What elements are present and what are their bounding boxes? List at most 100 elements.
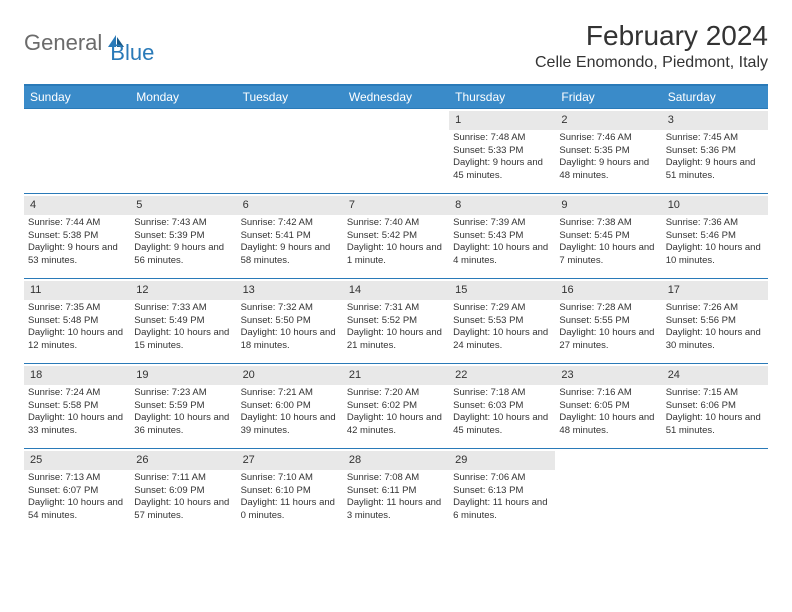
day-cell: 1 Sunrise: 7:48 AMSunset: 5:33 PMDaylight…: [449, 109, 555, 193]
day-info: Sunrise: 7:43 AMSunset: 5:39 PMDaylight:…: [134, 217, 232, 268]
week-row: 1 Sunrise: 7:48 AMSunset: 5:33 PMDaylight…: [24, 108, 768, 193]
month-title: February 2024: [535, 20, 768, 52]
day-cell: 28 Sunrise: 7:08 AMSunset: 6:11 PMDayligh…: [343, 449, 449, 533]
day-cell: 14 Sunrise: 7:31 AMSunset: 5:52 PMDayligh…: [343, 279, 449, 363]
day-number: 1: [455, 114, 461, 126]
day-info: Sunrise: 7:06 AMSunset: 6:13 PMDaylight:…: [453, 472, 551, 523]
day-number-row: 12: [130, 281, 236, 300]
day-number-row: 25: [24, 451, 130, 470]
day-info: Sunrise: 7:29 AMSunset: 5:53 PMDaylight:…: [453, 302, 551, 353]
day-cell: [24, 109, 130, 193]
day-cell: 12 Sunrise: 7:33 AMSunset: 5:49 PMDayligh…: [130, 279, 236, 363]
day-number-row: 28: [343, 451, 449, 470]
day-number-row: 5: [130, 196, 236, 215]
day-number: 10: [668, 199, 680, 211]
logo: General Blue: [24, 20, 154, 66]
day-number: 13: [243, 284, 255, 296]
day-number: 21: [349, 369, 361, 381]
day-info: Sunrise: 7:16 AMSunset: 6:05 PMDaylight:…: [559, 387, 657, 438]
day-header: Sunday: [24, 86, 130, 108]
day-header: Monday: [130, 86, 236, 108]
header: General Blue February 2024 Celle Enomond…: [24, 20, 768, 72]
day-info: Sunrise: 7:18 AMSunset: 6:03 PMDaylight:…: [453, 387, 551, 438]
day-info: Sunrise: 7:39 AMSunset: 5:43 PMDaylight:…: [453, 217, 551, 268]
day-number: 28: [349, 454, 361, 466]
day-number-row: 16: [555, 281, 661, 300]
day-number-row: 14: [343, 281, 449, 300]
day-info: Sunrise: 7:24 AMSunset: 5:58 PMDaylight:…: [28, 387, 126, 438]
logo-text-general: General: [24, 30, 102, 56]
day-cell: 8 Sunrise: 7:39 AMSunset: 5:43 PMDaylight…: [449, 194, 555, 278]
day-info: Sunrise: 7:48 AMSunset: 5:33 PMDaylight:…: [453, 132, 551, 183]
day-number: 12: [136, 284, 148, 296]
day-number: 17: [668, 284, 680, 296]
day-number: 7: [349, 199, 355, 211]
logo-text-blue: Blue: [110, 40, 154, 66]
day-cell: 15 Sunrise: 7:29 AMSunset: 5:53 PMDayligh…: [449, 279, 555, 363]
day-number: 27: [243, 454, 255, 466]
day-info: Sunrise: 7:42 AMSunset: 5:41 PMDaylight:…: [241, 217, 339, 268]
day-cell: 16 Sunrise: 7:28 AMSunset: 5:55 PMDayligh…: [555, 279, 661, 363]
week-row: 25Sunrise: 7:13 AMSunset: 6:07 PMDayligh…: [24, 448, 768, 533]
day-number-row: 6: [237, 196, 343, 215]
day-number-row: 19: [130, 366, 236, 385]
day-number: 20: [243, 369, 255, 381]
day-number-row: 9: [555, 196, 661, 215]
day-cell: 27 Sunrise: 7:10 AMSunset: 6:10 PMDayligh…: [237, 449, 343, 533]
day-number-row: 2: [555, 111, 661, 130]
day-cell: 10 Sunrise: 7:36 AMSunset: 5:46 PMDayligh…: [662, 194, 768, 278]
day-info: Sunrise: 7:15 AMSunset: 6:06 PMDaylight:…: [666, 387, 764, 438]
day-number-row: 7: [343, 196, 449, 215]
day-number: 8: [455, 199, 461, 211]
day-number: 5: [136, 199, 142, 211]
day-number-row: 10: [662, 196, 768, 215]
day-cell: 2Sunrise: 7:46 AMSunset: 5:35 PMDaylight…: [555, 109, 661, 193]
day-cell: 21 Sunrise: 7:20 AMSunset: 6:02 PMDayligh…: [343, 364, 449, 448]
day-number-row: 26: [130, 451, 236, 470]
day-cell: 4Sunrise: 7:44 AMSunset: 5:38 PMDaylight…: [24, 194, 130, 278]
day-info: Sunrise: 7:23 AMSunset: 5:59 PMDaylight:…: [134, 387, 232, 438]
day-info: Sunrise: 7:10 AMSunset: 6:10 PMDaylight:…: [241, 472, 339, 523]
day-cell: 29 Sunrise: 7:06 AMSunset: 6:13 PMDayligh…: [449, 449, 555, 533]
day-cell: 5 Sunrise: 7:43 AMSunset: 5:39 PMDaylight…: [130, 194, 236, 278]
day-cell: 6 Sunrise: 7:42 AMSunset: 5:41 PMDaylight…: [237, 194, 343, 278]
day-cell: 23 Sunrise: 7:16 AMSunset: 6:05 PMDayligh…: [555, 364, 661, 448]
day-number-row: 24: [662, 366, 768, 385]
week-row: 18 Sunrise: 7:24 AMSunset: 5:58 PMDayligh…: [24, 363, 768, 448]
day-cell: 7Sunrise: 7:40 AMSunset: 5:42 PMDaylight…: [343, 194, 449, 278]
day-cell: 9Sunrise: 7:38 AMSunset: 5:45 PMDaylight…: [555, 194, 661, 278]
day-cell: 24 Sunrise: 7:15 AMSunset: 6:06 PMDayligh…: [662, 364, 768, 448]
day-info: Sunrise: 7:33 AMSunset: 5:49 PMDaylight:…: [134, 302, 232, 353]
day-cell: 19 Sunrise: 7:23 AMSunset: 5:59 PMDayligh…: [130, 364, 236, 448]
week-row: 11 Sunrise: 7:35 AMSunset: 5:48 PMDayligh…: [24, 278, 768, 363]
day-number: 3: [668, 114, 674, 126]
day-number: 24: [668, 369, 680, 381]
day-number: 15: [455, 284, 467, 296]
day-number-row: 8: [449, 196, 555, 215]
day-number-row: 13: [237, 281, 343, 300]
day-number: 11: [30, 284, 41, 296]
day-info: Sunrise: 7:11 AMSunset: 6:09 PMDaylight:…: [134, 472, 232, 523]
day-info: Sunrise: 7:08 AMSunset: 6:11 PMDaylight:…: [347, 472, 445, 523]
day-info: Sunrise: 7:20 AMSunset: 6:02 PMDaylight:…: [347, 387, 445, 438]
day-number: 19: [136, 369, 148, 381]
day-number-row: 1: [449, 111, 555, 130]
day-number-row: 17: [662, 281, 768, 300]
day-number-row: 4: [24, 196, 130, 215]
day-cell: 17Sunrise: 7:26 AMSunset: 5:56 PMDayligh…: [662, 279, 768, 363]
day-number-row: 23: [555, 366, 661, 385]
day-info: Sunrise: 7:31 AMSunset: 5:52 PMDaylight:…: [347, 302, 445, 353]
day-number: 29: [455, 454, 467, 466]
day-header: Tuesday: [237, 86, 343, 108]
day-info: Sunrise: 7:28 AMSunset: 5:55 PMDaylight:…: [559, 302, 657, 353]
day-info: Sunrise: 7:36 AMSunset: 5:46 PMDaylight:…: [666, 217, 764, 268]
day-cell: [343, 109, 449, 193]
day-number-row: 29: [449, 451, 555, 470]
day-info: Sunrise: 7:35 AMSunset: 5:48 PMDaylight:…: [28, 302, 126, 353]
day-number: 9: [561, 199, 567, 211]
day-number-row: 22: [449, 366, 555, 385]
day-number: 14: [349, 284, 361, 296]
day-cell: 22 Sunrise: 7:18 AMSunset: 6:03 PMDayligh…: [449, 364, 555, 448]
day-number-row: 11: [24, 281, 130, 300]
day-number-row: 18: [24, 366, 130, 385]
